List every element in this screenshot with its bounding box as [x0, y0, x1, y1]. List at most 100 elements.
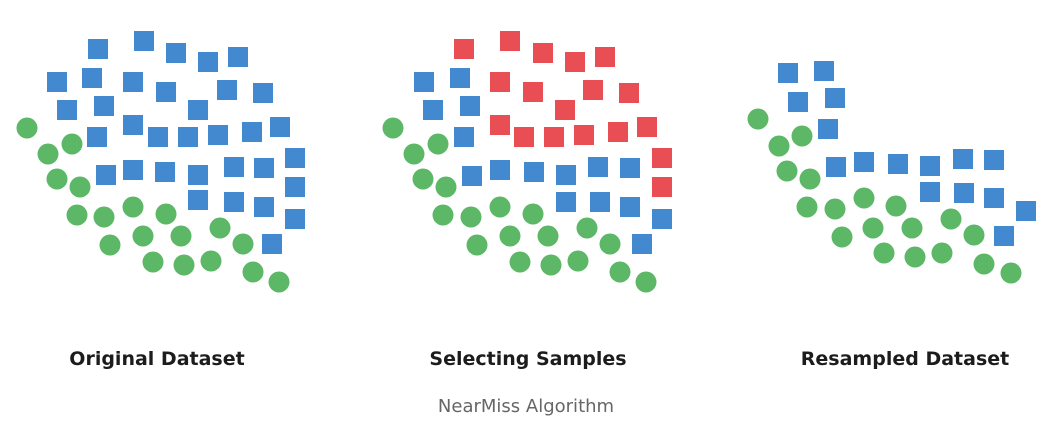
majority-sample-square [224, 157, 244, 177]
majority-sample-square [94, 96, 114, 116]
majority-sample-square [524, 162, 544, 182]
selected-sample-square [652, 177, 672, 197]
selected-sample-square [533, 43, 553, 63]
minority-sample-circle [403, 143, 425, 165]
selected-sample-square [555, 100, 575, 120]
majority-sample-square [123, 160, 143, 180]
minority-sample-circle [799, 168, 821, 190]
minority-sample-circle [901, 217, 923, 239]
majority-sample-square [984, 188, 1004, 208]
minority-sample-circle [599, 233, 621, 255]
selected-sample-square [490, 72, 510, 92]
minority-sample-circle [635, 271, 657, 293]
minority-sample-circle [489, 196, 511, 218]
majority-sample-square [414, 72, 434, 92]
selected-sample-square [619, 83, 639, 103]
minority-sample-circle [122, 196, 144, 218]
minority-sample-circle [142, 251, 164, 273]
minority-sample-circle [791, 125, 813, 147]
majority-sample-square [920, 156, 940, 176]
panel-resampled-dataset [747, 61, 1036, 284]
majority-sample-square [47, 72, 67, 92]
majority-sample-square [1016, 201, 1036, 221]
majority-sample-square [953, 149, 973, 169]
majority-sample-square [262, 234, 282, 254]
majority-sample-square [920, 182, 940, 202]
minority-sample-circle [567, 250, 589, 272]
majority-sample-square [96, 165, 116, 185]
minority-sample-circle [66, 204, 88, 226]
majority-sample-square [994, 226, 1014, 246]
majority-sample-square [208, 125, 228, 145]
majority-sample-square [954, 183, 974, 203]
minority-sample-circle [16, 117, 38, 139]
selected-sample-square [574, 125, 594, 145]
majority-sample-square [285, 177, 305, 197]
selected-sample-square [454, 39, 474, 59]
majority-sample-square [254, 197, 274, 217]
panel-title-original-dataset: Original Dataset [69, 348, 245, 370]
majority-sample-square [217, 80, 237, 100]
majority-sample-square [590, 192, 610, 212]
minority-sample-circle [46, 168, 68, 190]
panel-original-dataset [16, 31, 305, 293]
majority-sample-square [82, 68, 102, 88]
minority-sample-circle [873, 242, 895, 264]
majority-sample-square [57, 100, 77, 120]
majority-sample-square [490, 160, 510, 180]
minority-sample-circle [862, 217, 884, 239]
majority-sample-square [826, 157, 846, 177]
minority-sample-circle [132, 225, 154, 247]
majority-sample-square [788, 92, 808, 112]
minority-sample-circle [460, 206, 482, 228]
majority-sample-square [825, 88, 845, 108]
minority-sample-circle [963, 224, 985, 246]
majority-sample-square [556, 192, 576, 212]
majority-sample-square [228, 47, 248, 67]
minority-sample-circle [155, 203, 177, 225]
minority-sample-circle [382, 117, 404, 139]
majority-sample-square [270, 117, 290, 137]
minority-sample-circle [93, 206, 115, 228]
majority-sample-square [588, 157, 608, 177]
majority-sample-square [123, 72, 143, 92]
majority-sample-square [166, 43, 186, 63]
majority-sample-square [188, 190, 208, 210]
majority-sample-square [450, 68, 470, 88]
minority-sample-circle [609, 261, 631, 283]
majority-sample-square [254, 158, 274, 178]
panel-title-selecting-samples: Selecting Samples [429, 348, 627, 370]
minority-sample-circle [427, 133, 449, 155]
majority-sample-square [620, 197, 640, 217]
minority-sample-circle [537, 225, 559, 247]
majority-sample-square [178, 127, 198, 147]
majority-sample-square [87, 127, 107, 147]
minority-sample-circle [173, 254, 195, 276]
panel-title-resampled-dataset: Resampled Dataset [800, 348, 1010, 370]
minority-sample-circle [885, 195, 907, 217]
minority-sample-circle [170, 225, 192, 247]
majority-sample-square [253, 83, 273, 103]
majority-sample-square [888, 154, 908, 174]
minority-sample-circle [824, 198, 846, 220]
minority-sample-circle [435, 176, 457, 198]
majority-sample-square [148, 127, 168, 147]
majority-sample-square [134, 31, 154, 51]
minority-sample-circle [268, 271, 290, 293]
minority-sample-circle [432, 204, 454, 226]
selected-sample-square [652, 148, 672, 168]
minority-sample-circle [540, 254, 562, 276]
majority-sample-square [984, 150, 1004, 170]
minority-sample-circle [242, 261, 264, 283]
majority-sample-square [285, 148, 305, 168]
majority-sample-square [778, 63, 798, 83]
majority-sample-square [198, 52, 218, 72]
minority-sample-circle [466, 234, 488, 256]
selected-sample-square [500, 31, 520, 51]
majority-sample-square [242, 122, 262, 142]
majority-sample-square [454, 127, 474, 147]
minority-sample-circle [69, 176, 91, 198]
minority-sample-circle [940, 208, 962, 230]
majority-sample-square [462, 166, 482, 186]
